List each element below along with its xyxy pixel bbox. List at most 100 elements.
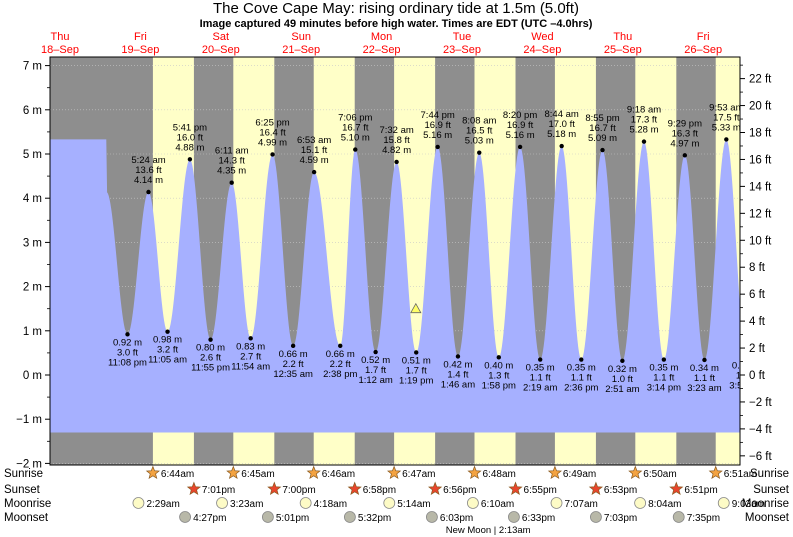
high-tide-ft: 16.7 ft — [342, 123, 369, 134]
high-tide-time: 6:25 pm — [255, 117, 289, 128]
low-tide-ft: 1.1 ft — [694, 373, 715, 384]
low-tide-point — [248, 336, 253, 341]
low-tide-time: 1:58 pm — [482, 380, 516, 391]
day-date-label: 25–Sep — [604, 44, 642, 56]
chart-subtitle: Image captured 49 minutes before high wa… — [200, 18, 593, 30]
row-time: 6:10am — [481, 499, 514, 510]
high-tide-time: 9:29 pm — [668, 118, 702, 129]
high-tide-time: 8:08 am — [462, 116, 496, 127]
low-tide-point — [620, 358, 625, 364]
high-tide-m: 4.88 m — [175, 142, 204, 153]
day-name-label: Thu — [51, 31, 70, 43]
left-axis-label: −1 m — [16, 414, 42, 426]
low-tide-time: 1:12 am — [358, 375, 392, 386]
row-time: 6:03pm — [440, 513, 473, 524]
high-tide-point — [229, 180, 234, 185]
high-tide-point — [682, 153, 688, 158]
low-tide-point — [744, 355, 748, 359]
left-axis-label: −2 m — [16, 458, 42, 470]
row-time: 6:56pm — [443, 485, 476, 496]
low-tide-ft: 2.2 ft — [330, 359, 351, 370]
row-label-right: Sunrise — [750, 468, 789, 480]
day-name-label: Thu — [613, 31, 632, 43]
day-name-label: Sun — [291, 31, 311, 43]
star-symbol — [267, 481, 282, 496]
high-tide-time: 8:44 am — [545, 109, 579, 120]
high-tide-m: 4.35 m — [217, 166, 246, 177]
star-symbol — [628, 465, 643, 480]
low-tide-point — [579, 357, 584, 362]
high-tide-m: 5.09 m — [588, 133, 617, 144]
moon-symbol — [216, 497, 228, 509]
high-tide-point — [641, 139, 647, 144]
high-tide-ft: 16.5 ft — [466, 126, 493, 137]
high-tide-m: 5.03 m — [465, 136, 494, 147]
row-time: 6:46am — [322, 469, 355, 480]
right-axis-label: −6 ft — [749, 451, 773, 463]
low-tide-m: 0.40 m — [484, 360, 513, 371]
low-tide-point — [537, 357, 543, 362]
row-time: 6:48am — [483, 469, 516, 480]
low-tide-point — [338, 343, 343, 349]
low-tide-time: 11:55 pm — [191, 363, 230, 374]
day-name-label: Fri — [134, 31, 147, 43]
low-tide-m: 0.40 m — [732, 360, 761, 371]
high-tide-point — [394, 159, 399, 165]
high-tide-time: 9:53 am — [709, 102, 743, 113]
low-tide-m: 0.32 m — [608, 364, 637, 375]
row-time: 6:53pm — [604, 485, 637, 496]
day-date-label: 23–Sep — [443, 44, 481, 56]
star-symbol — [306, 465, 321, 480]
low-tide-ft: 1.1 ft — [571, 373, 592, 384]
right-axis-label: 0 ft — [749, 370, 766, 382]
left-axis-label: 0 m — [23, 370, 42, 382]
row-time: 5:14am — [397, 499, 430, 510]
day-name-label: Tue — [453, 31, 472, 43]
moon-symbol — [550, 497, 563, 509]
right-axis-label: 14 ft — [749, 181, 772, 193]
high-tide-ft: 16.7 ft — [589, 123, 616, 134]
moon-symbol — [672, 511, 685, 523]
star-symbol — [186, 481, 202, 496]
right-axis-label: 8 ft — [749, 262, 766, 274]
high-tide-m: 5.16 m — [423, 130, 452, 141]
day-date-label: 20–Sep — [202, 44, 240, 56]
row-label-left: Moonrise — [4, 498, 51, 510]
tide-area — [50, 139, 740, 433]
high-tide-ft: 16.9 ft — [507, 120, 534, 131]
high-tide-ft: 16.0 ft — [177, 132, 204, 143]
low-tide-ft: 2.2 ft — [283, 359, 304, 370]
left-axis-label: 2 m — [23, 282, 42, 294]
high-tide-time: 5:41 pm — [173, 122, 207, 133]
low-tide-point — [165, 329, 170, 334]
low-tide-m: 0.83 m — [236, 341, 265, 352]
row-time: 7:07am — [565, 499, 598, 510]
left-axis-label: 1 m — [23, 326, 42, 338]
low-tide-m: 0.35 m — [567, 363, 596, 374]
moon-symbol — [634, 497, 647, 509]
row-time: 7:01pm — [202, 485, 235, 496]
day-date-label: 19–Sep — [121, 44, 159, 56]
row-label-right: Moonrise — [742, 498, 789, 510]
low-tide-ft: 1.7 ft — [365, 365, 386, 376]
high-tide-time: 7:32 am — [379, 125, 413, 136]
high-tide-ft: 14.3 ft — [218, 156, 245, 167]
star-symbol — [347, 481, 362, 496]
high-tide-point — [435, 144, 440, 150]
left-axis-label: 3 m — [23, 237, 42, 249]
low-tide-ft: 1.4 ft — [447, 369, 468, 380]
row-time: 6:45am — [241, 469, 274, 480]
right-axis-label: −2 ft — [749, 397, 773, 409]
right-axis-label: 4 ft — [749, 316, 766, 328]
astro-rows: Sunrise Sunrise 6:44am 6:45am 6:46am 6:47am 6:… — [4, 465, 790, 536]
high-tide-ft: 16.4 ft — [259, 127, 286, 138]
low-tide-time: 3:23 am — [687, 383, 721, 394]
row-time: 4:27pm — [193, 513, 226, 524]
day-date-label: 21–Sep — [282, 44, 320, 56]
low-tide-time: 2:51 am — [605, 384, 639, 395]
moon-symbol — [508, 511, 520, 523]
left-axis-label: 4 m — [23, 193, 42, 205]
high-tide-time: 8:20 pm — [503, 110, 537, 121]
